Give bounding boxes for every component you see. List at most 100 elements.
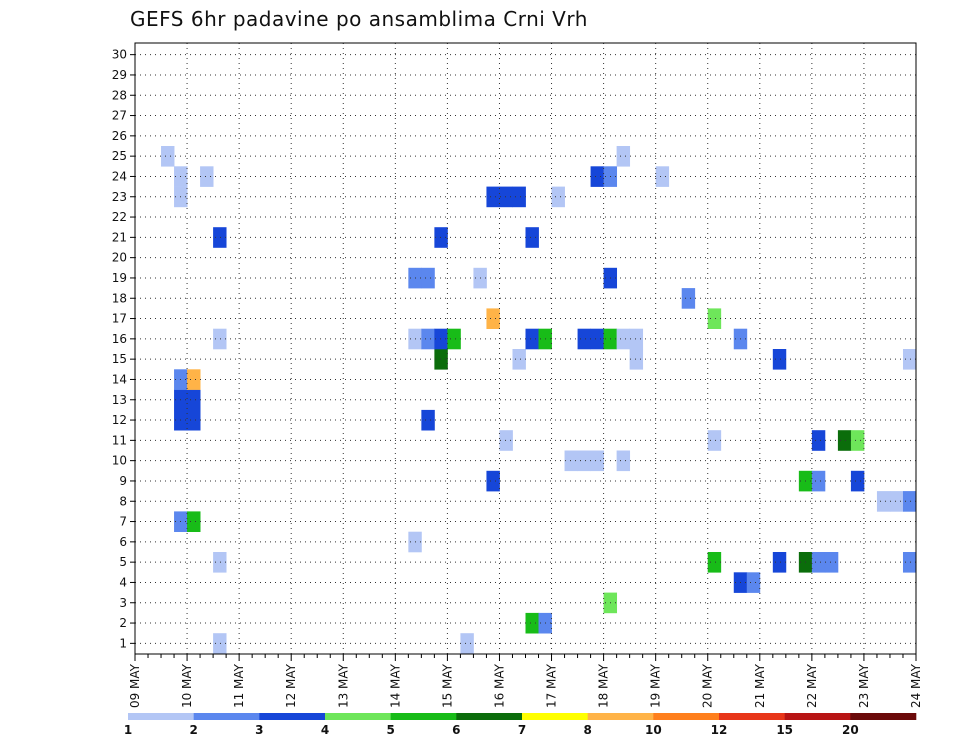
colorbar-segment [456, 713, 523, 720]
y-tick-label: 10 [112, 454, 127, 468]
y-tick-label: 8 [119, 494, 127, 508]
colorbar-label: 4 [321, 723, 329, 737]
heatmap-cell [551, 186, 565, 208]
y-tick-label: 20 [112, 251, 127, 265]
heatmap-cell [499, 186, 513, 208]
y-tick-label: 4 [119, 575, 127, 589]
heatmap-cell [577, 328, 591, 350]
colorbar-label: 6 [452, 723, 460, 737]
y-tick-label: 21 [112, 230, 127, 244]
heatmap-cell [811, 470, 826, 492]
heatmap-cell [811, 552, 826, 573]
colorbar-label: 12 [711, 723, 728, 737]
colorbar-segment [390, 713, 457, 720]
heatmap-cell [629, 349, 644, 370]
colorbar-segment [850, 713, 917, 720]
x-tick-label: 20 MAY [701, 663, 715, 708]
colorbar-label: 7 [518, 723, 526, 737]
heatmap-cell [772, 552, 787, 573]
y-tick-label: 1 [119, 636, 127, 650]
heatmap-cell [902, 491, 917, 512]
heatmap-cell [486, 186, 500, 208]
x-tick-label: 18 MAY [597, 663, 611, 708]
x-axis-ticks: 09 MAY 10 MAY 11 MAY 12 MAY 13 MAY 14 MAY 15 M… [128, 654, 923, 708]
heatmap-cell [187, 369, 201, 390]
heatmap-cell [512, 349, 526, 370]
heatmap-cell [187, 409, 201, 431]
y-tick-label: 23 [112, 190, 127, 204]
heatmap-cells [161, 146, 917, 654]
heatmap-cell [421, 409, 435, 431]
y-tick-label: 26 [112, 129, 127, 143]
colorbar-label: 20 [842, 723, 859, 737]
y-tick-label: 29 [112, 68, 127, 82]
heatmap-cell [512, 186, 526, 208]
heatmap-cell [213, 633, 227, 654]
heatmap-cell [447, 328, 461, 350]
heatmap-cell [460, 633, 474, 654]
heatmap-cell [616, 450, 631, 472]
y-tick-label: 17 [112, 312, 127, 326]
x-tick-label: 14 MAY [388, 663, 402, 708]
y-axis-ticks: 1234567891011121314151617181920212223242… [112, 48, 135, 650]
y-tick-label: 19 [112, 271, 127, 285]
heatmap-cell [837, 430, 852, 451]
colorbar-label: 10 [645, 723, 662, 737]
heatmap-cell [772, 349, 787, 370]
colorbar-segment [128, 713, 194, 720]
y-tick-label: 18 [112, 291, 127, 305]
heatmap-cell [746, 572, 761, 593]
y-tick-label: 14 [112, 372, 127, 386]
heatmap-cell [187, 511, 201, 532]
heatmap-cell [850, 430, 865, 451]
heatmap-cell [681, 288, 696, 309]
x-tick-label: 13 MAY [336, 663, 350, 708]
heatmap-cell [577, 450, 591, 472]
x-tick-label: 21 MAY [753, 663, 767, 708]
y-tick-label: 2 [119, 616, 127, 630]
colorbar-label: 3 [255, 723, 263, 737]
heatmap-cell [876, 491, 891, 512]
colorbar-segment [587, 713, 654, 720]
heatmap-cell [434, 349, 448, 370]
x-tick-label: 12 MAY [284, 663, 298, 708]
y-tick-label: 25 [112, 149, 127, 163]
heatmap-cell [213, 552, 227, 573]
y-tick-label: 15 [112, 352, 127, 366]
heatmap-cell [811, 430, 826, 451]
heatmap-cell [525, 612, 539, 634]
y-tick-label: 5 [119, 555, 127, 569]
x-tick-label: 11 MAY [232, 663, 246, 708]
heatmap-cell [616, 146, 631, 167]
x-tick-label: 17 MAY [545, 663, 559, 708]
heatmap-cell [161, 146, 175, 167]
y-tick-label: 28 [112, 88, 127, 102]
heatmap-cell [707, 430, 722, 451]
y-tick-label: 11 [112, 433, 127, 447]
y-tick-label: 6 [119, 535, 127, 549]
heatmap-cell [213, 328, 227, 350]
heatmap-cell [213, 227, 227, 248]
heatmap-cell [590, 166, 604, 187]
y-tick-label: 30 [112, 48, 127, 62]
colorbar-segment [719, 713, 785, 720]
colorbar-label: 5 [386, 723, 394, 737]
x-tick-label: 10 MAY [180, 663, 194, 708]
y-tick-label: 9 [119, 474, 127, 488]
grid-lines [135, 43, 916, 654]
colorbar-segment [325, 713, 391, 720]
heatmap-cell [434, 328, 448, 350]
colorbar-label: 8 [583, 723, 591, 737]
heatmap-cell [421, 267, 435, 289]
colorbar-segment [259, 713, 326, 720]
x-tick-label: 19 MAY [649, 663, 663, 708]
heatmap-cell [486, 308, 500, 329]
heatmap-cell [629, 328, 644, 350]
heatmap-cell [486, 470, 500, 492]
heatmap-cell [525, 227, 539, 248]
heatmap-cell [590, 328, 604, 350]
colorbar-label: 2 [189, 723, 197, 737]
colorbar-label: 1 [124, 723, 132, 737]
heatmap-cell [655, 166, 670, 187]
